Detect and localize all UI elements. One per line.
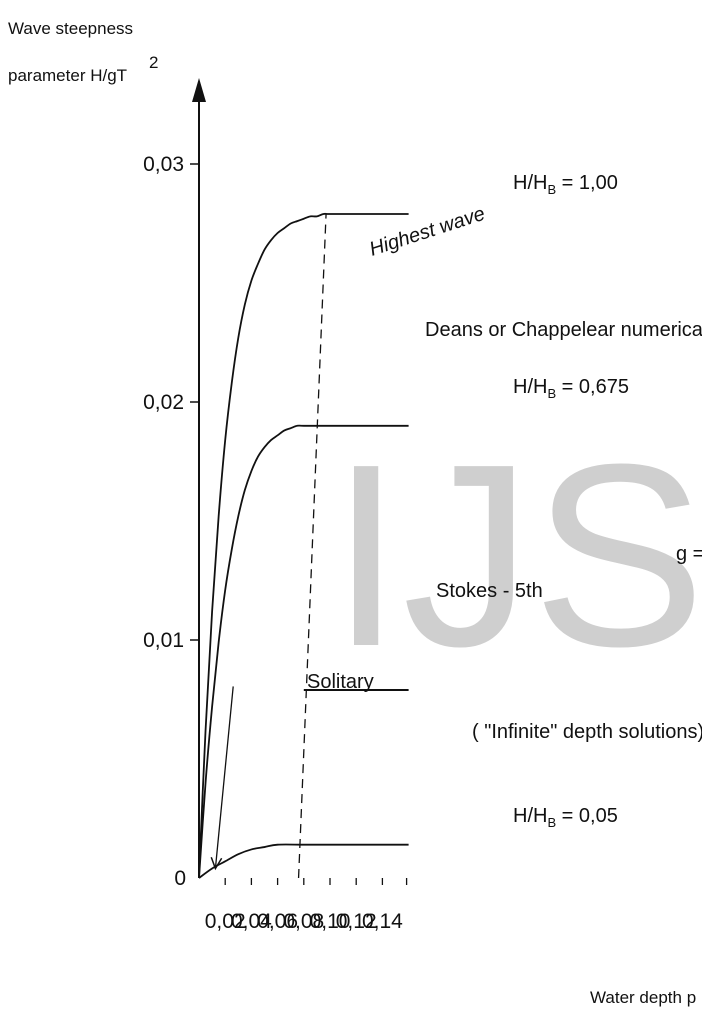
- h-005-label-main: H/H: [513, 805, 547, 827]
- highest-wave-label: Highest wave: [367, 203, 488, 261]
- solitary-arrow: [215, 686, 233, 868]
- infinite-depth-label: ( "Infinite" depth solutions): [472, 721, 702, 743]
- y-axis-title-line2: parameter H/gT: [8, 66, 127, 85]
- x-axis-title: Water depth p: [590, 988, 696, 1007]
- y-axis-title-line1: Wave steepness: [8, 19, 133, 38]
- h-005-curve: [199, 845, 409, 878]
- y-tick-label: 0,03: [143, 153, 184, 176]
- y-tick-label: 0: [174, 867, 186, 890]
- h-0675-label-value: = 0,675: [556, 376, 629, 398]
- deans-label: Deans or Chappelear numerica: [425, 319, 702, 341]
- h-0675-label-main: H/H: [513, 376, 547, 398]
- h-100-label-sub: B: [547, 182, 556, 197]
- h-005-label-value: = 0,05: [556, 805, 618, 827]
- watermark: IJS: [330, 411, 702, 701]
- h-100-label-main: H/H: [513, 172, 547, 194]
- g-partial-label: g =: [676, 543, 702, 565]
- h-100-label-value: = 1,00: [556, 172, 618, 194]
- h-0675-label: H/HB = 0,675: [513, 376, 629, 401]
- x-tick-label: 0,14: [362, 910, 403, 933]
- y-tick-label: 0,02: [143, 391, 184, 414]
- h-005-label: H/HB = 0,05: [513, 805, 618, 830]
- y-tick-label: 0,01: [143, 629, 184, 652]
- stokes-boundary-dashed-line: [299, 214, 327, 878]
- stokes-label: Stokes - 5th: [436, 580, 543, 602]
- h-100-label: H/HB = 1,00: [513, 172, 618, 197]
- h-005-label-sub: B: [547, 815, 556, 830]
- h-0675-label-sub: B: [547, 386, 556, 401]
- solitary-label: Solitary: [307, 671, 374, 693]
- y-axis-title-superscript: 2: [149, 53, 158, 72]
- y-axis-arrowhead: [192, 78, 206, 102]
